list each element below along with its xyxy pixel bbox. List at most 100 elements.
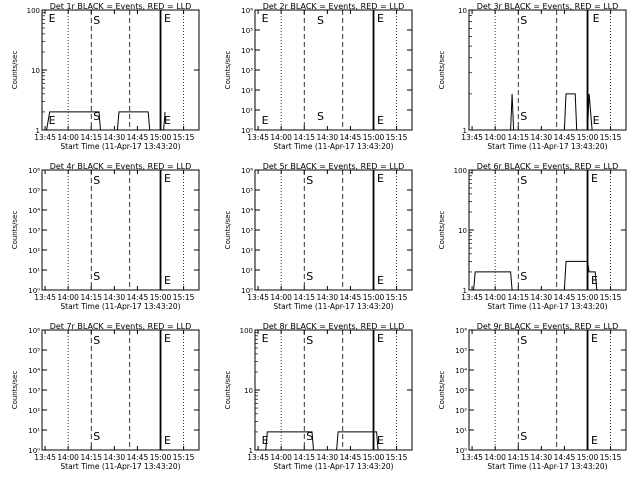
series-line — [46, 111, 166, 131]
x-tick-label: 14:45 — [127, 133, 149, 142]
x-tick-label: 15:15 — [600, 293, 622, 302]
y-tick-label: 10⁶ — [241, 7, 253, 15]
x-tick-label: 14:15 — [80, 133, 102, 142]
y-tick-label: 10⁰ — [241, 287, 253, 295]
y-tick-label: 10³ — [28, 387, 40, 395]
y-tick-label: 10⁵ — [28, 347, 40, 355]
x-tick-label: 14:00 — [270, 133, 292, 142]
event-marker-label: E — [377, 332, 384, 345]
x-tick-label: 13:45 — [34, 453, 56, 462]
x-tick-label: 13:45 — [34, 133, 56, 142]
x-axis-label: Start Time (11-Apr-17 13:43:20) — [487, 142, 607, 151]
x-axis-label: Start Time (11-Apr-17 13:43:20) — [273, 302, 393, 311]
y-tick-label: 10² — [241, 87, 253, 95]
y-axis-label: Counts/sec — [11, 211, 19, 250]
detector-panel: Det 7r BLACK = Events, RED = LLDEESS13:4… — [11, 322, 200, 471]
event-marker-label: E — [164, 274, 171, 287]
y-axis-label: Counts/sec — [438, 51, 446, 90]
y-tick-label: 100 — [454, 167, 467, 175]
y-tick-label: 100 — [27, 7, 40, 15]
x-tick-label: 14:15 — [507, 293, 529, 302]
event-marker-label: E — [591, 332, 598, 345]
panel-title: Det 6r BLACK = Events, RED = LLD — [477, 162, 619, 171]
x-tick-label: 14:15 — [293, 133, 315, 142]
event-marker-label: E — [377, 434, 384, 447]
x-axis-label: Start Time (11-Apr-17 13:43:20) — [60, 302, 180, 311]
x-tick-label: 14:00 — [57, 133, 79, 142]
x-tick-label: 14:45 — [340, 293, 362, 302]
y-tick-label: 10⁰ — [241, 127, 253, 135]
event-marker-label: S — [93, 334, 100, 347]
y-tick-label: 10⁵ — [455, 347, 467, 355]
y-tick-label: 10⁴ — [241, 207, 253, 215]
y-tick-label: 100 — [240, 327, 253, 335]
x-tick-label: 14:15 — [80, 453, 102, 462]
y-tick-label: 10¹ — [241, 107, 253, 115]
y-tick-label: 10 — [31, 67, 40, 75]
series-line — [473, 260, 598, 291]
y-tick-label: 1 — [463, 287, 467, 295]
y-tick-label: 10⁴ — [241, 47, 253, 55]
event-marker-label: S — [93, 430, 100, 443]
event-marker-label: E — [593, 114, 600, 127]
x-tick-label: 14:45 — [554, 293, 576, 302]
x-axis-label: Start Time (11-Apr-17 13:43:20) — [60, 142, 180, 151]
detector-panel: Det 1r BLACK = Events, RED = LLDEEEESS13… — [11, 2, 200, 151]
x-tick-label: 13:45 — [461, 453, 483, 462]
x-tick-label: 14:00 — [57, 293, 79, 302]
y-axis-label: Counts/sec — [438, 211, 446, 250]
x-tick-label: 14:15 — [507, 453, 529, 462]
x-tick-label: 14:15 — [293, 453, 315, 462]
y-tick-label: 10² — [28, 407, 40, 415]
x-tick-label: 15:15 — [173, 133, 195, 142]
x-tick-label: 15:00 — [363, 133, 385, 142]
x-tick-label: 15:00 — [577, 293, 599, 302]
x-tick-label: 15:15 — [600, 133, 622, 142]
detector-panel: Det 5r BLACK = Events, RED = LLDEESS13:4… — [224, 162, 413, 311]
event-marker-label: S — [520, 270, 527, 283]
event-marker-label: S — [520, 174, 527, 187]
plot-frame — [41, 329, 200, 451]
x-axis-label: Start Time (11-Apr-17 13:43:20) — [487, 462, 607, 471]
y-tick-label: 1 — [463, 127, 467, 135]
x-tick-label: 15:15 — [173, 453, 195, 462]
y-tick-label: 10² — [455, 407, 467, 415]
x-tick-label: 14:30 — [104, 453, 126, 462]
x-tick-label: 15:00 — [150, 133, 172, 142]
y-tick-label: 10⁵ — [28, 187, 40, 195]
x-tick-label: 14:30 — [531, 453, 553, 462]
x-tick-label: 15:00 — [150, 453, 172, 462]
x-tick-label: 14:45 — [127, 453, 149, 462]
plot-frame — [468, 329, 627, 451]
y-tick-label: 10¹ — [455, 427, 467, 435]
x-tick-label: 15:15 — [173, 293, 195, 302]
y-tick-label: 10² — [241, 247, 253, 255]
plot-frame — [468, 9, 627, 131]
y-tick-label: 10⁶ — [28, 167, 40, 175]
y-tick-label: 10 — [458, 7, 467, 15]
detector-panel: Det 3r BLACK = Events, RED = LLDEESS13:4… — [438, 2, 627, 151]
y-tick-label: 10⁰ — [28, 287, 40, 295]
panel-title: Det 3r BLACK = Events, RED = LLD — [477, 2, 619, 11]
y-axis-label: Counts/sec — [438, 371, 446, 410]
event-marker-label: S — [306, 430, 313, 443]
x-tick-label: 14:45 — [554, 133, 576, 142]
x-axis-label: Start Time (11-Apr-17 13:43:20) — [487, 302, 607, 311]
detector-panel: Det 8r BLACK = Events, RED = LLDEEEESS13… — [224, 322, 413, 471]
y-tick-label: 10¹ — [28, 267, 40, 275]
y-tick-label: 10⁴ — [28, 207, 40, 215]
panel-title: Det 9r BLACK = Events, RED = LLD — [477, 322, 619, 331]
y-tick-label: 10¹ — [28, 427, 40, 435]
x-tick-label: 14:30 — [531, 133, 553, 142]
detector-panel: Det 6r BLACK = Events, RED = LLDEESS13:4… — [438, 162, 627, 311]
event-marker-label: S — [93, 174, 100, 187]
y-axis-label: Counts/sec — [224, 211, 232, 250]
event-marker-label: S — [520, 430, 527, 443]
y-tick-label: 1 — [36, 127, 40, 135]
x-tick-label: 14:15 — [80, 293, 102, 302]
panel-title: Det 1r BLACK = Events, RED = LLD — [50, 2, 192, 11]
detector-panel: Det 9r BLACK = Events, RED = LLDEESS13:4… — [438, 322, 627, 471]
event-marker-label: S — [93, 14, 100, 27]
event-marker-label: S — [93, 270, 100, 283]
